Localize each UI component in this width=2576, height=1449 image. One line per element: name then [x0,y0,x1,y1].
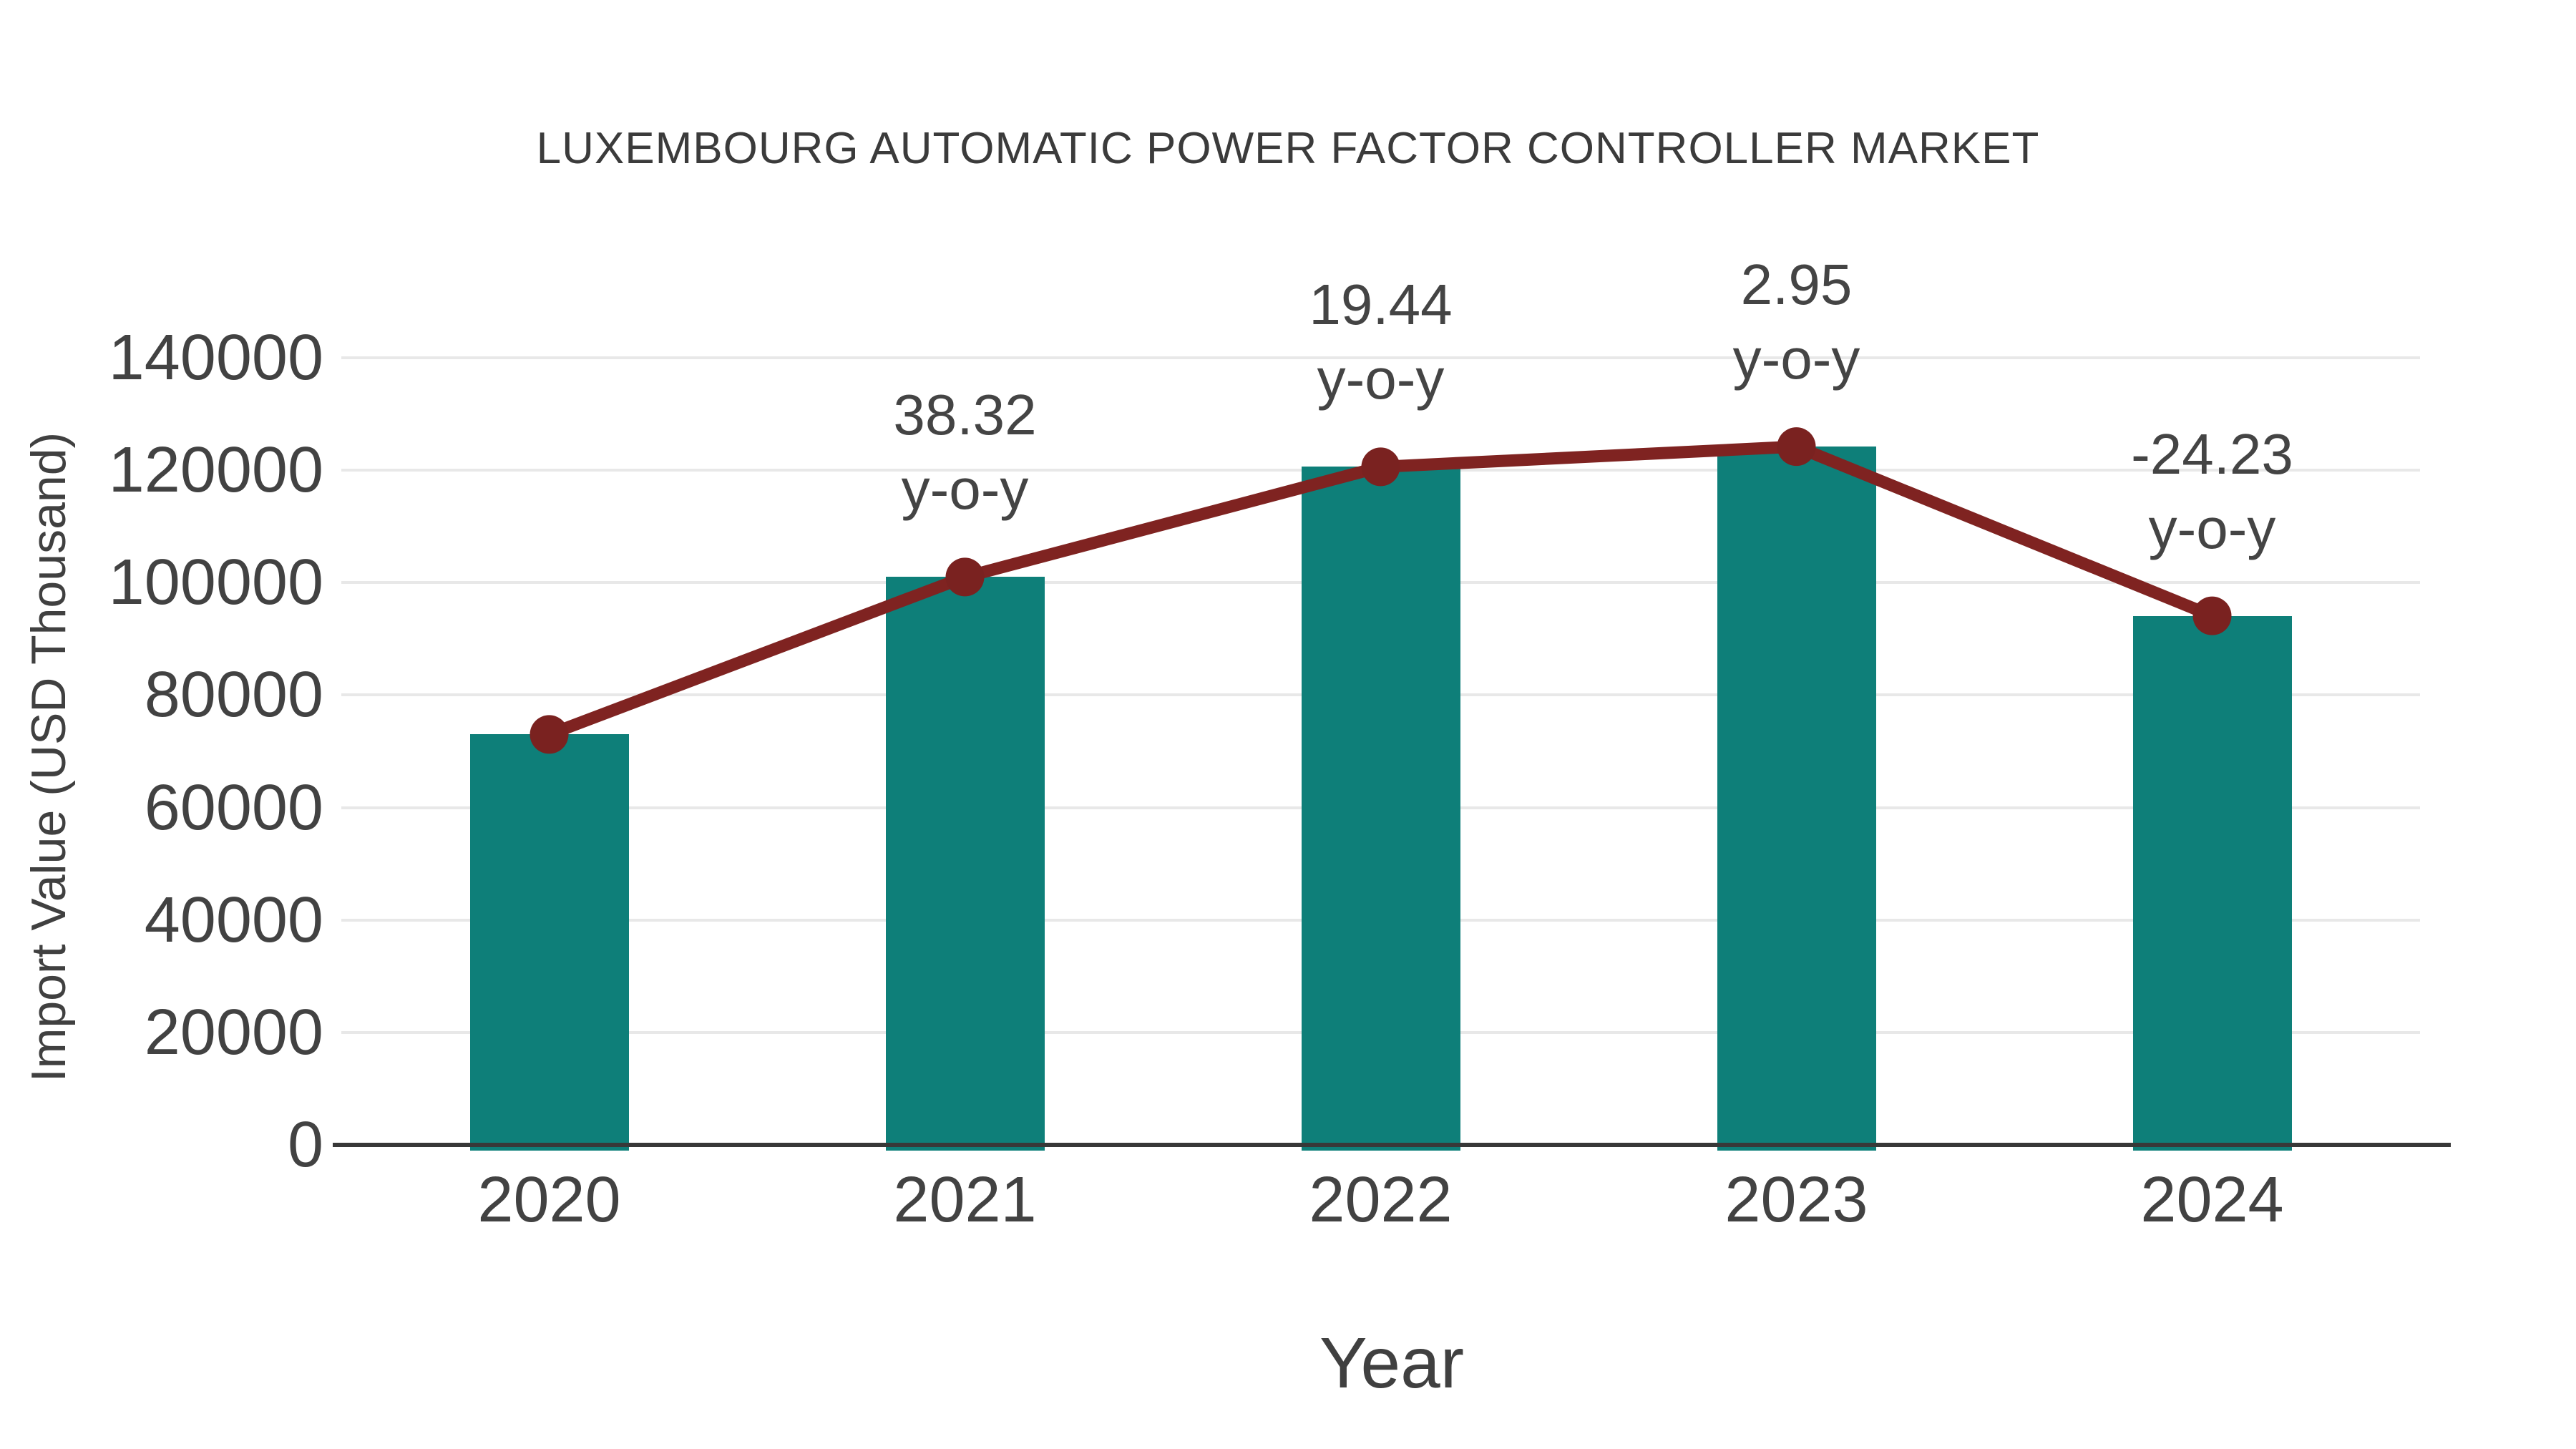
yoy-value: 38.32 [893,383,1037,447]
y-tick-label: 60000 [144,771,323,844]
yoy-suffix: y-o-y [901,457,1029,522]
bar-2020 [469,734,629,1151]
y-tick-label: 140000 [108,322,323,394]
y-tick-label: 40000 [144,884,323,956]
line-marker-2021 [945,557,985,597]
y-tick-label: 0 [287,1109,323,1181]
yoy-value: 19.44 [1309,273,1453,337]
x-tick-label-2022: 2022 [1309,1164,1453,1236]
x-tick-label-2020: 2020 [477,1164,621,1236]
yoy-suffix: y-o-y [1317,347,1445,411]
bar-2022 [1301,467,1460,1151]
gridline-y-140000 [341,356,2420,359]
x-axis-title: Year [1319,1323,1465,1403]
chart-title: LUXEMBOURG AUTOMATIC POWER FACTOR CONTRO… [536,124,2040,173]
yoy-value: -24.23 [2131,421,2293,486]
line-marker-2022 [1361,447,1400,487]
yoy-annotation-2021: 38.32 y-o-y [765,378,1166,527]
yoy-value: 2.95 [1740,253,1853,317]
bar-2021 [885,577,1045,1151]
yoy-suffix: y-o-y [2148,496,2276,560]
yoy-suffix: y-o-y [1732,327,1860,391]
bar-2023 [1717,447,1876,1151]
line-marker-2024 [2192,596,2232,635]
x-axis-line [333,1143,2451,1147]
y-tick-label: 100000 [108,547,323,619]
y-tick-label: 80000 [144,659,323,731]
yoy-annotation-2023: 2.95 y-o-y [1596,248,1997,396]
x-tick-label-2024: 2024 [2140,1164,2284,1236]
line-marker-2020 [530,715,569,754]
yoy-annotation-2024: -24.23 y-o-y [2012,417,2413,566]
bar-2024 [2132,615,2292,1151]
yoy-annotation-2022: 19.44 y-o-y [1181,268,1581,416]
x-tick-label-2023: 2023 [1724,1164,1868,1236]
y-tick-label: 120000 [108,434,323,507]
x-tick-label-2021: 2021 [893,1164,1037,1236]
y-tick-label: 20000 [144,996,323,1068]
line-marker-2023 [1777,427,1816,467]
